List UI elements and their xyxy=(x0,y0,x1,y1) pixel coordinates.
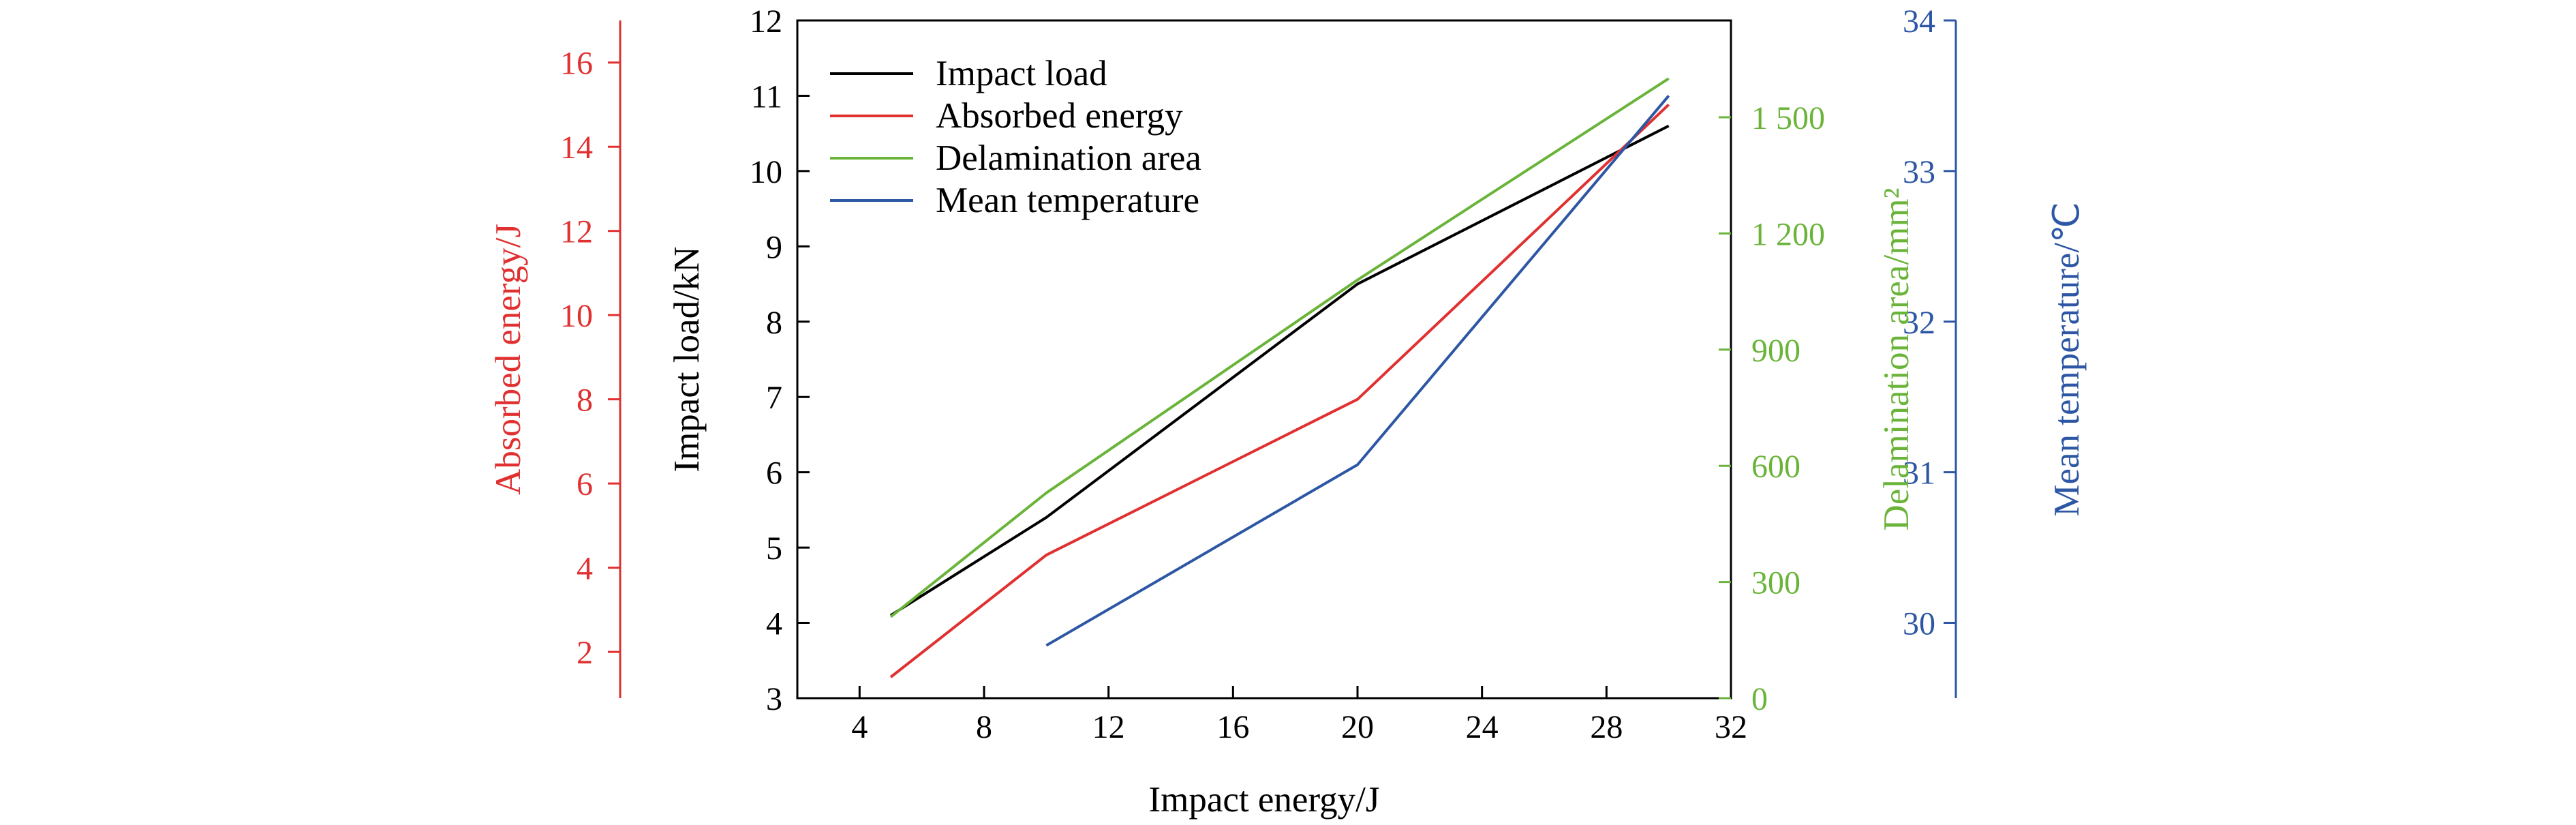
x-tick-label: 12 xyxy=(1092,709,1125,745)
area-tick-label: 900 xyxy=(1751,333,1800,369)
energy-tick-label: 6 xyxy=(577,466,593,502)
energy-tick-label: 12 xyxy=(560,214,593,250)
area-tick-label: 1 200 xyxy=(1751,216,1825,252)
load-tick-label: 10 xyxy=(750,154,782,190)
x-tick-label: 8 xyxy=(976,709,992,745)
ticks-layer: 4 8 12 16 20 24 28 3234567891011122468101214160… xyxy=(560,3,1956,745)
series-line-mean-temperature xyxy=(1045,95,1670,647)
series-line-delamination-area xyxy=(889,77,1670,618)
legend-label-impact-load: Impact load xyxy=(936,54,1107,93)
x-tick-label: 32 xyxy=(1715,709,1747,745)
x-tick-label: 20 xyxy=(1341,709,1374,745)
x-tick-label: 4 xyxy=(851,709,868,745)
load-tick-label: 3 xyxy=(766,681,782,717)
load-tick-label: 6 xyxy=(766,455,782,492)
x-tick-label: 28 xyxy=(1590,709,1623,745)
load-tick-label: 4 xyxy=(766,606,782,642)
energy-axis-title: Absorbed energy/J xyxy=(489,224,528,495)
energy-tick-label: 2 xyxy=(577,635,593,671)
legend-label-mean-temperature: Mean temperature xyxy=(936,181,1199,220)
area-tick-label: 300 xyxy=(1751,565,1800,601)
area-tick-label: 600 xyxy=(1751,449,1800,485)
temp-axis-title: Mean temperature/℃ xyxy=(2047,202,2087,516)
area-tick-label: 1 500 xyxy=(1751,100,1825,136)
x-tick-label: 24 xyxy=(1466,709,1499,745)
temp-tick-label: 34 xyxy=(1903,3,1935,40)
series-line-impact-load xyxy=(889,124,1670,617)
load-tick-label: 9 xyxy=(766,229,782,265)
area-axis-title: Delamination area/mm² xyxy=(1877,188,1916,530)
energy-tick-label: 4 xyxy=(577,551,593,587)
legend-label-absorbed-energy: Absorbed energy xyxy=(936,96,1183,136)
energy-tick-label: 10 xyxy=(560,298,593,334)
load-tick-label: 7 xyxy=(766,380,782,416)
series-line-absorbed-energy xyxy=(889,104,1670,678)
load-tick-label: 5 xyxy=(766,530,782,567)
temp-tick-label: 33 xyxy=(1903,154,1935,190)
load-axis-title: Impact load/kN xyxy=(667,246,707,472)
temp-tick-label: 31 xyxy=(1903,455,1935,492)
energy-tick-label: 16 xyxy=(560,46,593,82)
temp-tick-label: 30 xyxy=(1903,606,1935,642)
x-tick-label: 16 xyxy=(1216,709,1249,745)
load-tick-label: 11 xyxy=(751,78,782,115)
legend: Impact load Absorbed energy Delamination… xyxy=(830,54,1201,220)
legend-label-delamination-area: Delamination area xyxy=(936,138,1201,178)
energy-tick-label: 8 xyxy=(577,382,593,419)
temp-tick-label: 32 xyxy=(1903,305,1935,341)
load-tick-label: 8 xyxy=(766,305,782,341)
x-axis-title: Impact energy/J xyxy=(1149,780,1380,820)
load-tick-label: 12 xyxy=(750,3,782,40)
energy-tick-label: 14 xyxy=(560,130,593,166)
plot-frame xyxy=(796,19,1732,700)
series-layer xyxy=(889,77,1670,678)
area-tick-label: 0 xyxy=(1751,681,1768,717)
